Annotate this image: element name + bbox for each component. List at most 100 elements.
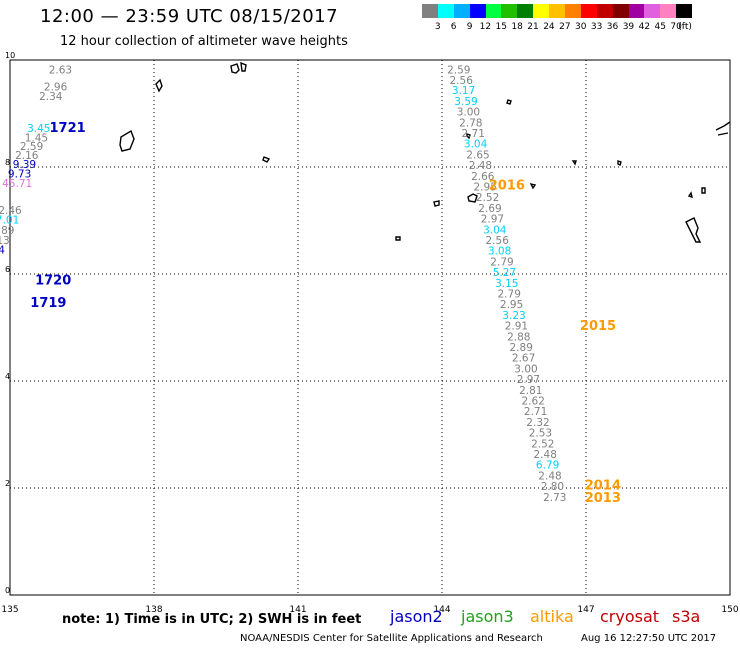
map-title: 12:00 — 23:59 UTC 08/15/2017 <box>40 6 339 27</box>
y-tick-label: 0 <box>5 586 10 595</box>
wave-height-label: 3.15 <box>495 278 518 290</box>
wave-height-label: 2.48 <box>534 449 557 461</box>
colorbar-label: 24 <box>543 22 555 32</box>
wave-height-label: 2.59 <box>20 141 43 153</box>
wave-height-label: 2.48 <box>469 160 492 172</box>
island <box>155 78 163 93</box>
island <box>230 61 247 74</box>
wave-height-label: 9.39 <box>13 159 36 171</box>
legend-item: jason3 <box>461 607 514 626</box>
island <box>395 236 401 241</box>
colorbar-label: 70 <box>670 22 682 32</box>
y-tick-labels: 0 2 4 6 8 10 <box>5 51 15 595</box>
colorbar-swatch <box>485 4 502 18</box>
wave-height-label: 2.52 <box>476 192 499 204</box>
x-tick-label: 138 <box>145 605 162 615</box>
wave-height-label: 2.34 <box>39 91 63 103</box>
wave-height-label: 2.67 <box>512 353 535 365</box>
wave-height-label: 2.95 <box>500 299 523 311</box>
colorbar-label: 45 <box>654 22 666 32</box>
wave-height-label: 2.80 <box>541 481 564 493</box>
wave-height-label: 3.59 <box>454 96 477 108</box>
wave-height-label: 2.79 <box>490 256 513 268</box>
wave-height-label: 9.04 <box>0 245 5 257</box>
wave-height-label: 45.71 <box>2 178 32 190</box>
colorbar-swatch <box>517 4 534 18</box>
wave-height-label: 6.79 <box>536 460 559 472</box>
colorbar-label: 15 <box>495 22 507 32</box>
island <box>529 182 537 190</box>
colorbar-swatch <box>565 4 581 18</box>
colorbar-label: 9 <box>466 22 473 32</box>
wave-height-label: 2.13 <box>0 235 10 247</box>
wave-height-label: 2.89 <box>510 342 533 354</box>
colorbar-swatch <box>533 4 550 18</box>
wave-height-label: 3.04 <box>483 224 507 236</box>
wave-height-readings: 2.632.962.343.451.452.592.169.399.7345.7… <box>0 64 566 503</box>
island <box>466 133 471 140</box>
y-tick-label: 2 <box>5 479 10 488</box>
wave-height-label: 2.62 <box>522 396 545 408</box>
wave-height-label: 2.59 <box>447 64 470 76</box>
wave-height-label: 3.17 <box>452 85 475 97</box>
map-frame <box>9 59 731 596</box>
colorbar-label: 3 <box>434 22 441 32</box>
pass-time-label: 1721 <box>50 121 86 136</box>
wave-height-label: 2.71 <box>462 128 485 140</box>
footer-timestamp: Aug 16 12:27:50 UTC 2017 <box>581 633 717 644</box>
wave-height-label: 2.16 <box>15 150 39 162</box>
wave-height-label: 2.88 <box>507 331 530 343</box>
wave-height-label: 2.56 <box>486 235 510 247</box>
colorbar-label: 30 <box>575 22 587 32</box>
x-tick-label: 144 <box>433 605 450 615</box>
footer-credit: NOAA/NESDIS Center for Satellite Applica… <box>240 633 543 644</box>
colorbar-swatch <box>612 4 629 18</box>
wave-height-label: 2.73 <box>543 492 566 504</box>
pass-time-label: 1720 <box>35 274 71 289</box>
colorbar-label: 6 <box>450 22 457 32</box>
colorbar-swatch <box>660 4 677 18</box>
island <box>715 121 731 136</box>
wave-height-label: 1.45 <box>25 132 48 144</box>
wave-height-label: 2.96 <box>44 81 68 93</box>
wave-height-label: 3.04 <box>464 139 488 151</box>
island <box>617 160 622 166</box>
wave-height-label: 3.00 <box>514 363 537 375</box>
island <box>119 129 135 152</box>
wave-height-label: 7.01 <box>0 215 19 227</box>
x-tick-labels: 135 138 141 144 147 150 <box>1 605 738 615</box>
wave-height-label: 2.97 <box>481 214 504 226</box>
colorbar-swatch <box>469 4 486 18</box>
x-tick-label: 135 <box>1 605 18 615</box>
colorbar-swatch <box>453 4 470 18</box>
wave-height-label: 2.95 <box>474 182 497 194</box>
wave-height-label: 5.27 <box>493 267 516 279</box>
island <box>506 99 512 105</box>
pass-time-label: 1719 <box>30 296 66 311</box>
colorbar-label: 18 <box>511 22 523 32</box>
wave-height-label: 3.45 <box>27 123 50 135</box>
colorbar-label: 12 <box>479 22 492 32</box>
island <box>701 187 706 194</box>
legend-item: jason2 <box>390 607 443 626</box>
colorbar-swatch <box>422 4 438 18</box>
wave-height-label: 2.81 <box>519 385 542 397</box>
y-tick-label: 4 <box>5 372 10 381</box>
island <box>571 160 577 166</box>
colorbar-swatch <box>437 4 454 18</box>
y-tick-label: 10 <box>5 51 15 60</box>
wave-height-label: 1.89 <box>0 225 14 237</box>
colorbar-swatch <box>549 4 566 18</box>
wave-height-label: 2.65 <box>466 149 489 161</box>
wave-height-label: 3.00 <box>457 107 480 119</box>
colorbar-unit: (ft) <box>678 22 692 32</box>
colorbar-label: 39 <box>622 22 635 32</box>
wave-height-label: 9.73 <box>8 169 31 181</box>
wave-height-label: 2.78 <box>459 117 482 129</box>
island <box>687 191 693 199</box>
wave-height-label: 2.71 <box>524 406 547 418</box>
x-tick-label: 147 <box>577 605 594 615</box>
y-tick-label: 8 <box>5 158 10 167</box>
pass-time-label: 2016 <box>489 178 525 193</box>
